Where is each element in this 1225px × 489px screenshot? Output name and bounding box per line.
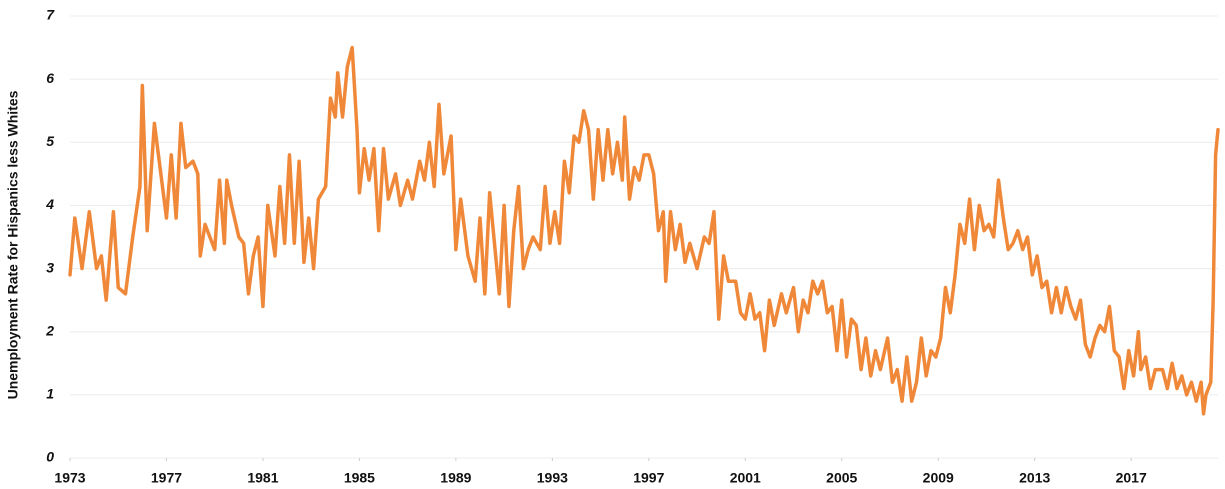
y-tick-label: 4 — [45, 196, 54, 212]
y-tick-label: 2 — [45, 322, 54, 338]
y-tick-label: 5 — [46, 133, 54, 149]
x-tick-label: 2009 — [923, 470, 954, 486]
line-series — [68, 45, 1220, 416]
x-tick-label: 2001 — [730, 470, 761, 486]
y-tick-label: 7 — [46, 7, 55, 23]
x-tick-label: 1985 — [344, 470, 375, 486]
x-tick-label: 1993 — [537, 470, 568, 486]
y-tick-label: 1 — [46, 386, 54, 402]
y-tick-label: 0 — [46, 449, 54, 465]
x-tick-label: 1997 — [633, 470, 664, 486]
x-tick-label: 1973 — [54, 470, 85, 486]
y-axis-title: Unemployment Rate for Hispanics less Whi… — [5, 90, 21, 399]
y-tick-label: 3 — [46, 259, 54, 275]
x-tick-label: 2005 — [826, 470, 857, 486]
x-tick-label: 2017 — [1116, 470, 1147, 486]
x-tick-label: 1981 — [247, 470, 278, 486]
x-tick-label: 1989 — [440, 470, 471, 486]
y-tick-label: 6 — [46, 70, 54, 86]
x-tick-label: 1977 — [151, 470, 182, 486]
x-tick-label: 2013 — [1019, 470, 1050, 486]
